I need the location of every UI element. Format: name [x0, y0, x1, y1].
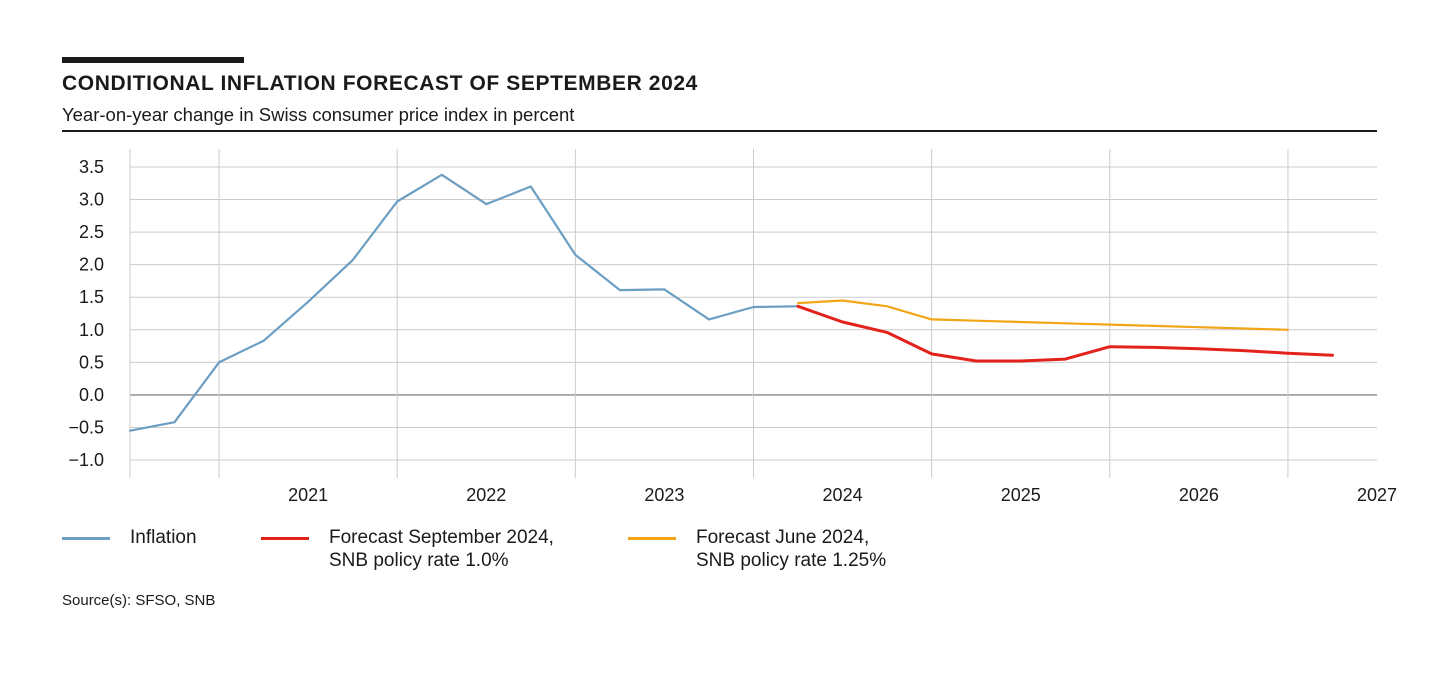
legend-label-forecast-jun: Forecast June 2024, SNB policy rate 1.25… — [696, 526, 886, 572]
forecast-jun-line — [796, 299, 1290, 331]
legend-label-forecast-jun-line1: Forecast June 2024, — [696, 527, 870, 548]
legend-label-inflation: Inflation — [130, 526, 197, 549]
legend-swatch-forecast-sep — [261, 537, 309, 540]
x-tick-label: 2024 — [823, 485, 863, 505]
legend-item-forecast-jun: Forecast June 2024, SNB policy rate 1.25… — [628, 526, 886, 572]
legend-swatch-forecast-jun — [628, 537, 676, 540]
chart-subtitle: Year-on-year change in Swiss consumer pr… — [62, 104, 575, 125]
x-tick-label: 2026 — [1179, 485, 1219, 505]
y-tick-label: −0.5 — [68, 417, 104, 437]
legend-label-forecast-sep-line1: Forecast September 2024, — [329, 527, 554, 548]
source-note: Source(s): SFSO, SNB — [62, 592, 216, 609]
forecast-sep-line — [796, 304, 1334, 363]
legend-item-forecast-sep: Forecast September 2024, SNB policy rate… — [261, 526, 554, 572]
y-tick-label: 2.0 — [79, 255, 104, 275]
y-tick-label: 1.5 — [79, 287, 104, 307]
legend-label-forecast-sep-line2: SNB policy rate 1.0% — [329, 550, 509, 571]
legend-label-forecast-sep: Forecast September 2024, SNB policy rate… — [329, 526, 554, 572]
y-tick-label: 2.5 — [79, 222, 104, 242]
chart-title: CONDITIONAL INFLATION FORECAST OF SEPTEM… — [62, 72, 698, 95]
inflation-line — [128, 173, 800, 432]
subtitle-divider — [62, 130, 1377, 132]
y-tick-label: 3.5 — [79, 157, 104, 177]
x-tick-label: 2027 — [1357, 485, 1397, 505]
legend-item-inflation: Inflation — [62, 526, 197, 549]
x-tick-label: 2023 — [644, 485, 684, 505]
x-tick-label: 2025 — [1001, 485, 1041, 505]
y-tick-label: −1.0 — [68, 450, 104, 470]
legend-label-inflation-line1: Inflation — [130, 527, 197, 548]
legend-swatch-inflation — [62, 537, 110, 540]
title-accent-bar — [62, 57, 244, 63]
y-tick-label: 1.0 — [79, 320, 104, 340]
y-tick-label: 0.5 — [79, 352, 104, 372]
legend-label-forecast-jun-line2: SNB policy rate 1.25% — [696, 550, 887, 571]
x-tick-label: 2021 — [288, 485, 328, 505]
x-tick-label: 2022 — [466, 485, 506, 505]
y-tick-label: 3.0 — [79, 190, 104, 210]
y-tick-label: 0.0 — [79, 385, 104, 405]
